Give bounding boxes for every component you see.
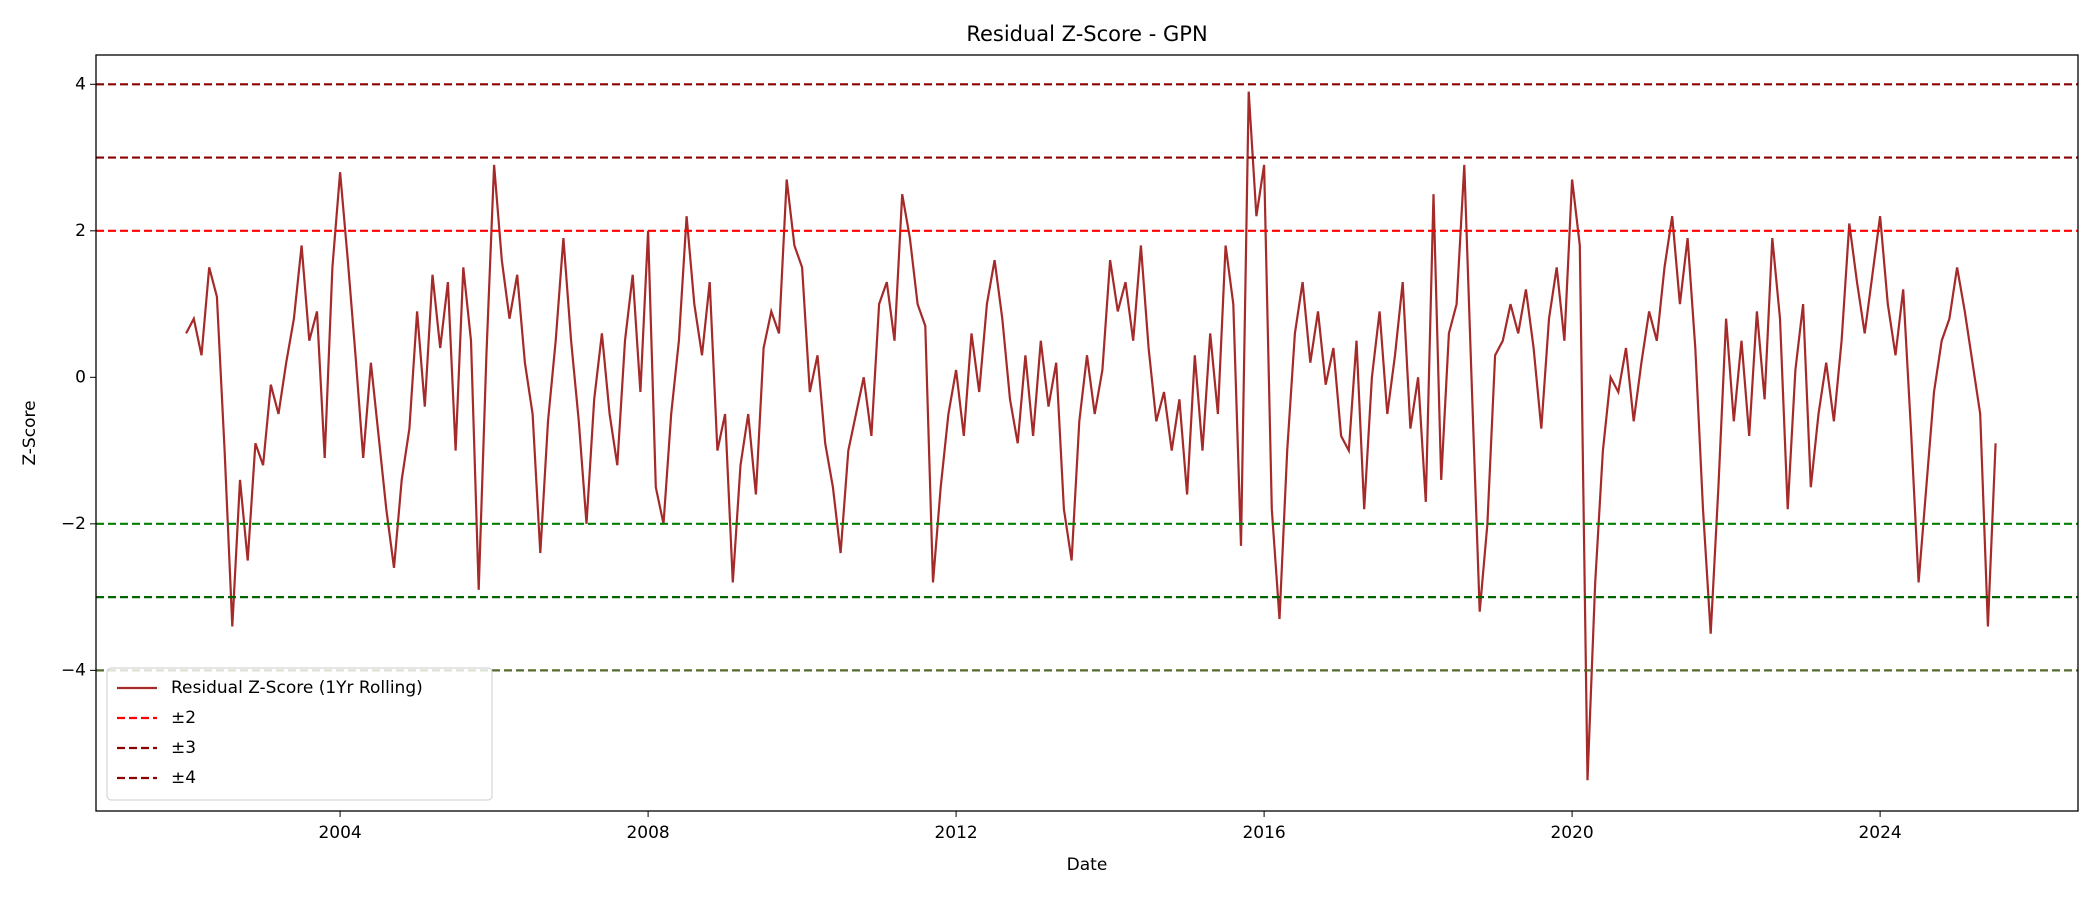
y-axis-label: Z-Score (20, 400, 40, 465)
legend-box (106, 667, 493, 801)
x-axis-label: Date (1067, 855, 1108, 875)
legend-label: ±4 (171, 768, 196, 788)
plot-frame (95, 54, 2079, 812)
legend-label: ±2 (171, 708, 196, 728)
y-tick-label: −2 (61, 514, 86, 534)
y-tick-label: −4 (61, 660, 86, 680)
x-tick-label: 2016 (1242, 823, 1285, 843)
legend-label: ±3 (171, 738, 196, 758)
chart-title: Residual Z-Score - GPN (966, 22, 1207, 46)
legend-label: Residual Z-Score (1Yr Rolling) (171, 678, 423, 698)
x-tick-label: 2024 (1858, 823, 1901, 843)
y-tick-label: 0 (75, 367, 86, 387)
y-tick-label: 2 (75, 221, 86, 241)
y-tick-label: 4 (75, 74, 86, 94)
x-tick-label: 2012 (934, 823, 977, 843)
x-tick-label: 2020 (1550, 823, 1593, 843)
x-tick-label: 2004 (318, 823, 361, 843)
data-line (185, 91, 1997, 781)
x-tick-label: 2008 (626, 823, 669, 843)
